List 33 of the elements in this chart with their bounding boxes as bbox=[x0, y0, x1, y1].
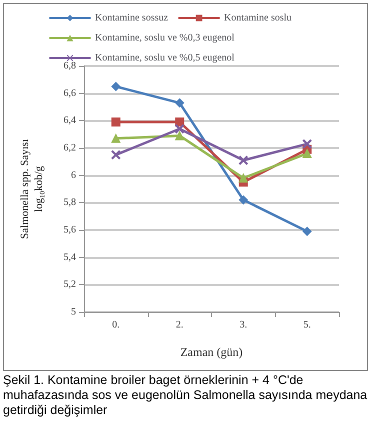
point bbox=[111, 150, 120, 160]
x-axis-title: Zaman (gün) bbox=[180, 345, 243, 359]
x-tick-label: 3. bbox=[240, 320, 248, 330]
y-tick-label: 5 bbox=[71, 306, 76, 318]
legend-label: Kontamine soslu bbox=[224, 12, 292, 24]
text: Şekil 1. Kontamine broiler baget örneklerinin + 4 °C'de muhafazasında sos ve eugenolün Salmonella sayısında meydana getirdiği değişimler bbox=[3, 373, 368, 418]
y-tick-label: 5,2 bbox=[64, 279, 76, 290]
y-tick-label: 5,8 bbox=[64, 197, 76, 208]
point bbox=[302, 148, 312, 158]
legend-label: Kontamine, soslu ve %0,3 eugenol bbox=[95, 32, 235, 44]
x-tick-label: 0. bbox=[112, 320, 120, 330]
y-tick-label: 5,6 bbox=[64, 224, 76, 236]
point bbox=[111, 82, 120, 91]
y-tick-label: 6 bbox=[71, 170, 76, 181]
point bbox=[175, 124, 184, 134]
point bbox=[111, 118, 120, 127]
point bbox=[238, 195, 248, 204]
legend-label: Kontamine sossuz bbox=[95, 12, 169, 24]
y-tick-label: 6,6 bbox=[64, 88, 76, 99]
point bbox=[238, 156, 248, 165]
y-tick-label: 6,2 bbox=[64, 142, 76, 154]
point bbox=[111, 134, 120, 143]
y-tick-label: 5,4 bbox=[64, 252, 76, 263]
point bbox=[175, 131, 184, 140]
legend-label: Kontamine, soslu ve %0,5 eugenol bbox=[95, 52, 235, 64]
y-tick-label: 6,8 bbox=[64, 60, 76, 72]
point bbox=[175, 98, 184, 108]
point bbox=[302, 139, 312, 148]
x-tick-label: 2. bbox=[176, 320, 184, 330]
point bbox=[302, 226, 312, 236]
x-tick-label: 5. bbox=[303, 320, 311, 330]
y-tick-label: 6,4 bbox=[64, 115, 76, 126]
point bbox=[238, 174, 248, 183]
